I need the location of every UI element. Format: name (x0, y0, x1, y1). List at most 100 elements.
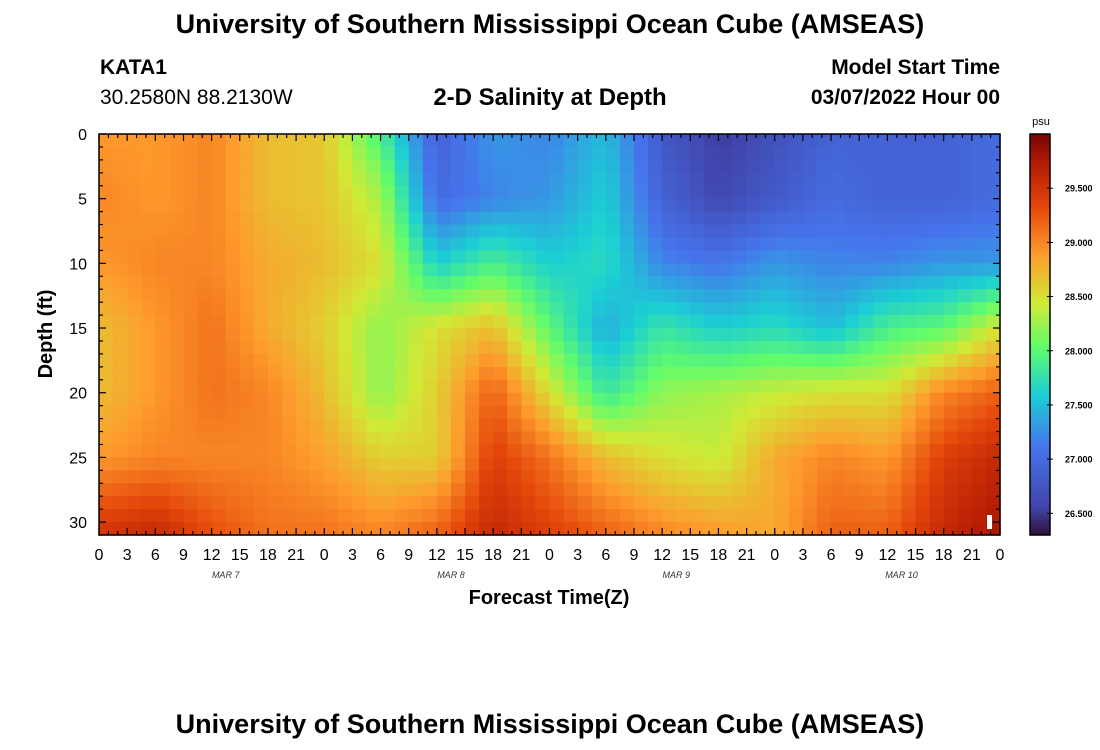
heatmap-cell (662, 470, 677, 484)
heatmap-cell (296, 250, 311, 264)
heatmap-cell (577, 496, 593, 510)
heatmap-cell (690, 263, 705, 277)
heatmap-cell (788, 418, 804, 433)
heatmap-cell (127, 159, 142, 174)
heatmap-cell (746, 250, 762, 264)
heatmap-cell (901, 276, 917, 290)
heatmap-cell (493, 379, 508, 394)
heatmap-cell (422, 224, 438, 239)
heatmap-cell (324, 263, 339, 277)
x-tick-label: 9 (179, 547, 188, 564)
heatmap-cell (619, 250, 635, 264)
heatmap-cell (929, 172, 945, 187)
heatmap-cell (788, 146, 804, 161)
heatmap-cell (662, 134, 677, 148)
heatmap-cell (535, 185, 551, 200)
heatmap-cell (746, 224, 762, 239)
heatmap-cell (507, 509, 522, 523)
heatmap-cell (253, 418, 269, 433)
heatmap-cell (493, 340, 508, 355)
heatmap-cell (338, 198, 354, 213)
heatmap-cell (450, 366, 466, 381)
heatmap-cell (662, 198, 677, 213)
heatmap-cell (380, 315, 396, 329)
heatmap-cell (493, 276, 508, 290)
heatmap-cell (267, 366, 283, 381)
heatmap-cell (197, 509, 213, 523)
heatmap-cell (465, 405, 480, 420)
heatmap-cell (619, 379, 635, 394)
heatmap-cell (99, 289, 114, 303)
heatmap-cell (802, 211, 818, 226)
heatmap-cell (774, 172, 790, 187)
heatmap-cell (648, 211, 663, 226)
heatmap-cell (718, 340, 734, 355)
heatmap-cell (225, 224, 241, 239)
heatmap-cell (225, 289, 241, 303)
heatmap-cell (366, 146, 382, 161)
heatmap-cell (648, 444, 663, 458)
heatmap-cell (450, 418, 466, 433)
colorbar: psu 29.50029.00028.50028.00027.50027.000… (1029, 116, 1093, 536)
heatmap-cell (957, 224, 973, 239)
heatmap-cell (479, 302, 494, 316)
heatmap-cell (296, 134, 311, 148)
heatmap-cell (493, 302, 508, 316)
heatmap-cell (310, 444, 325, 458)
heatmap-cell (648, 431, 663, 446)
heatmap-cell (563, 483, 579, 497)
heatmap-cell (619, 146, 635, 161)
heatmap-cell (352, 237, 368, 252)
heatmap-cell (971, 522, 987, 536)
heatmap-cell (408, 146, 424, 161)
heatmap-cell (633, 522, 649, 536)
heatmap-cell (282, 405, 297, 420)
heatmap-cell (422, 340, 438, 355)
heatmap-cell (267, 457, 283, 471)
x-tick-label: 3 (573, 547, 582, 564)
heatmap-cell (831, 496, 846, 510)
heatmap-cell (197, 522, 213, 536)
heatmap-cell (760, 315, 776, 329)
heatmap-cell (141, 353, 156, 368)
heatmap-cell (253, 289, 269, 303)
heatmap-cell (127, 172, 142, 187)
heatmap-cell (507, 353, 522, 368)
heatmap-cell (774, 366, 790, 381)
heatmap-cell (915, 134, 931, 148)
heatmap-cell (901, 237, 917, 252)
heatmap-cell (422, 276, 438, 290)
heatmap-cell (211, 328, 227, 342)
heatmap-cell (915, 496, 931, 510)
heatmap-cell (971, 224, 987, 239)
heatmap-cell (943, 392, 959, 407)
heatmap-cell (718, 276, 734, 290)
heatmap-cell (887, 315, 903, 329)
heatmap-cell (549, 353, 565, 368)
heatmap-cell (690, 405, 705, 420)
heatmap-cell (774, 315, 790, 329)
heatmap-cell (845, 379, 860, 394)
heatmap-cell (324, 302, 339, 316)
heatmap-cell (507, 405, 522, 420)
heatmap-cell (127, 224, 142, 239)
x-tick-label: 15 (456, 547, 474, 564)
heatmap-cell (338, 146, 354, 161)
heatmap-cell (535, 522, 551, 536)
heatmap-cell (239, 496, 255, 510)
heatmap-cell (760, 134, 776, 148)
heatmap-cell (845, 250, 860, 264)
heatmap-cell (183, 444, 199, 458)
heatmap-cell (465, 289, 480, 303)
heatmap-cell (141, 198, 156, 213)
x-tick-label: 21 (963, 547, 981, 564)
heatmap-cell (352, 328, 368, 342)
heatmap-cell (282, 444, 297, 458)
heatmap-cell (605, 134, 621, 148)
heatmap-cell (929, 509, 945, 523)
heatmap-cell (816, 353, 832, 368)
heatmap-cell (493, 353, 508, 368)
heatmap-cell (479, 172, 494, 187)
heatmap-cell (408, 250, 424, 264)
heatmap-cell (99, 315, 114, 329)
